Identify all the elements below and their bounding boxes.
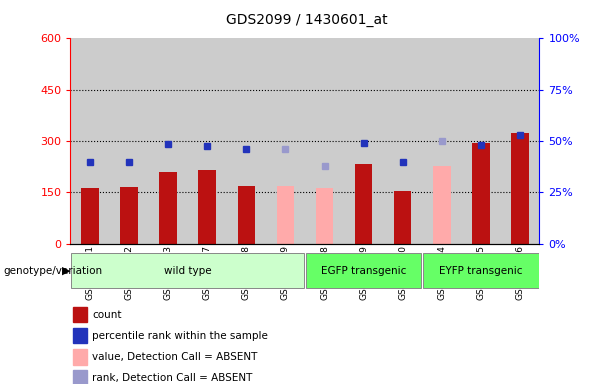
Text: ▶: ▶ bbox=[62, 266, 70, 276]
Bar bbox=[433, 166, 451, 244]
Bar bbox=[306, 253, 421, 288]
Text: rank, Detection Call = ABSENT: rank, Detection Call = ABSENT bbox=[92, 373, 253, 383]
Bar bbox=[82, 188, 99, 244]
Bar bbox=[500, 38, 539, 244]
Bar bbox=[422, 38, 462, 244]
Bar bbox=[227, 38, 266, 244]
Bar bbox=[70, 38, 110, 244]
Bar bbox=[159, 172, 177, 244]
Bar bbox=[73, 371, 86, 384]
Bar bbox=[383, 38, 422, 244]
Bar bbox=[394, 191, 411, 244]
Bar bbox=[199, 170, 216, 244]
Bar bbox=[316, 189, 333, 244]
Bar bbox=[73, 307, 86, 322]
Text: count: count bbox=[92, 310, 121, 320]
Bar bbox=[305, 38, 344, 244]
Text: genotype/variation: genotype/variation bbox=[3, 266, 102, 276]
Bar bbox=[73, 349, 86, 364]
Bar bbox=[71, 253, 304, 288]
Bar bbox=[73, 328, 86, 343]
Bar bbox=[423, 253, 539, 288]
Text: percentile rank within the sample: percentile rank within the sample bbox=[92, 331, 268, 341]
Bar bbox=[266, 38, 305, 244]
Text: value, Detection Call = ABSENT: value, Detection Call = ABSENT bbox=[92, 352, 257, 362]
Bar bbox=[511, 132, 528, 244]
Text: wild type: wild type bbox=[164, 266, 211, 276]
Bar bbox=[188, 38, 227, 244]
Bar bbox=[472, 143, 490, 244]
Bar bbox=[110, 38, 149, 244]
Bar bbox=[355, 164, 372, 244]
Bar bbox=[462, 38, 500, 244]
Text: GDS2099 / 1430601_at: GDS2099 / 1430601_at bbox=[226, 13, 387, 27]
Bar bbox=[238, 185, 255, 244]
Text: EGFP transgenic: EGFP transgenic bbox=[321, 266, 406, 276]
Bar bbox=[120, 187, 138, 244]
Bar bbox=[276, 186, 294, 244]
Text: EYFP transgenic: EYFP transgenic bbox=[439, 266, 522, 276]
Bar bbox=[344, 38, 383, 244]
Bar bbox=[149, 38, 188, 244]
